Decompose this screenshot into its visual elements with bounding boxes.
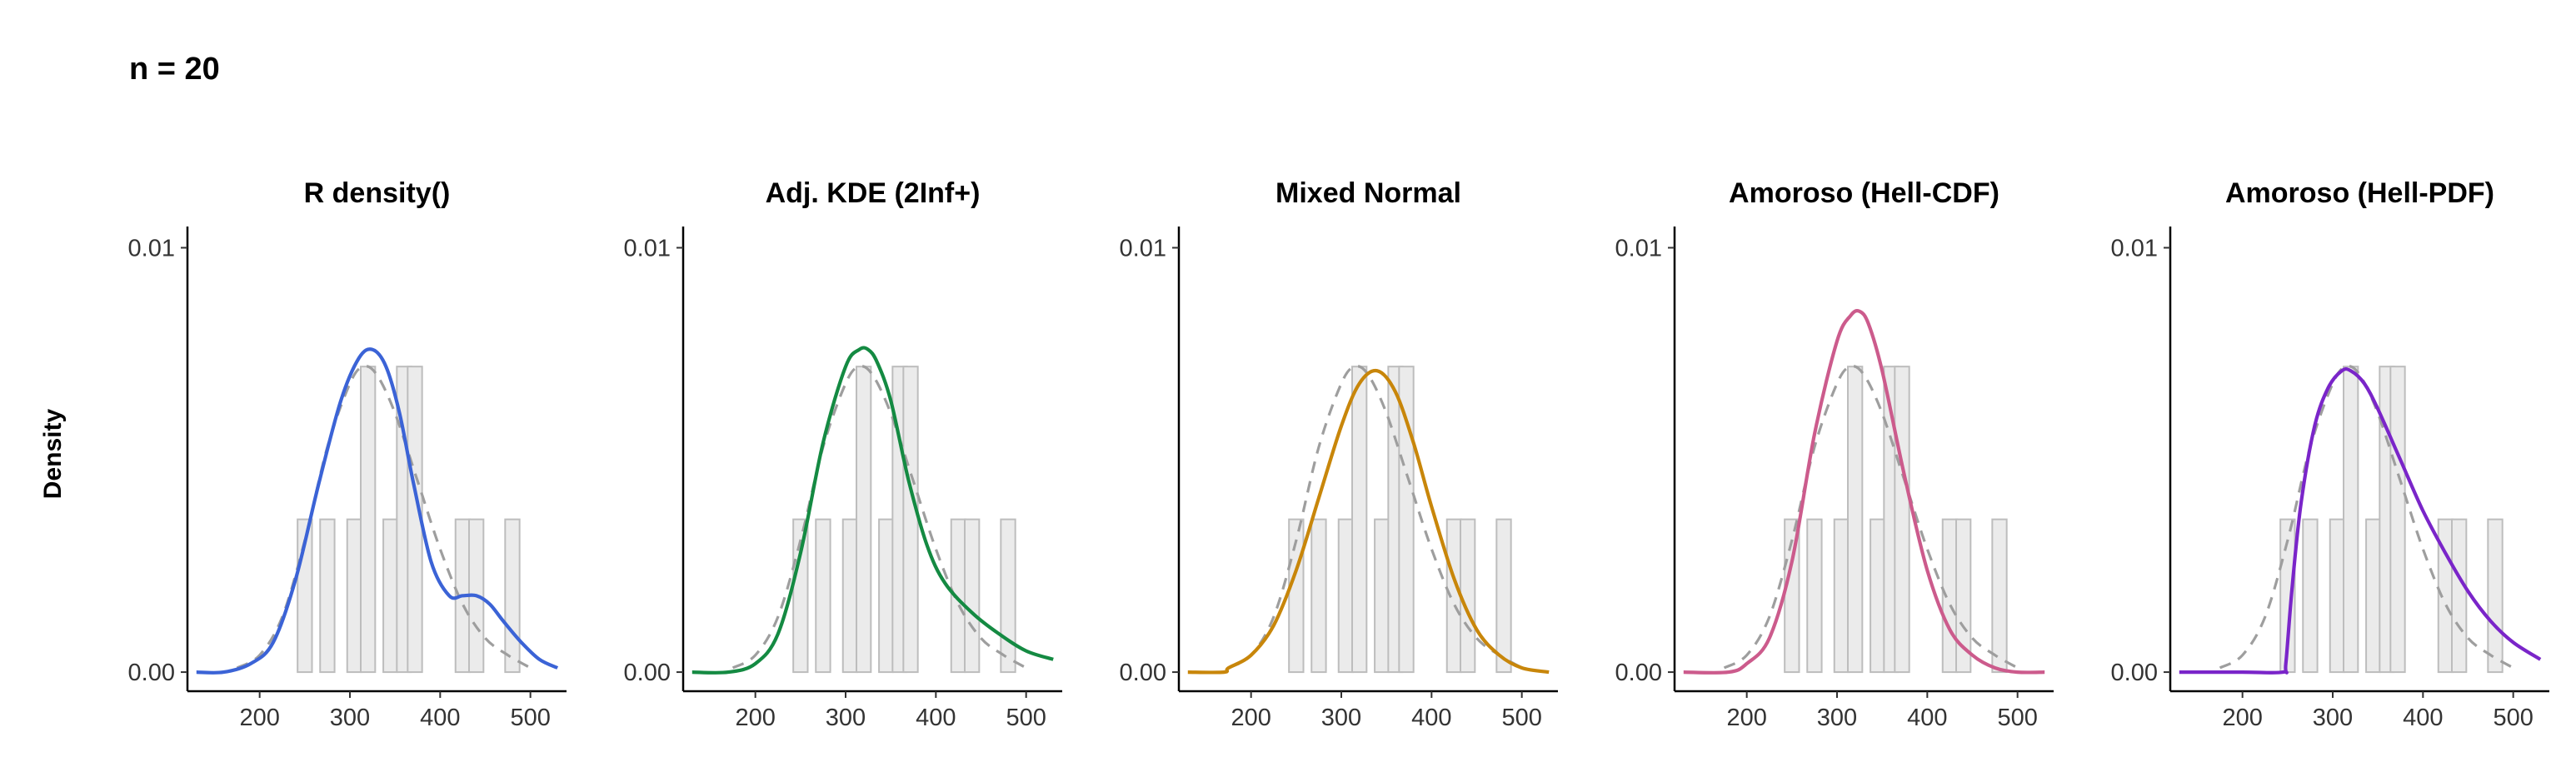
- x-tick-label: 300: [1321, 705, 1361, 731]
- x-tick-label: 500: [1501, 705, 1541, 731]
- estimate-density-curve: [1683, 309, 2045, 675]
- histogram-bar: [1310, 518, 1327, 674]
- y-tick-label: 0.00: [1615, 660, 1662, 686]
- histogram-bar: [1833, 518, 1850, 674]
- estimate-density-curve: [2179, 366, 2542, 675]
- histogram-bar: [1870, 518, 1886, 674]
- x-tick-label: 200: [735, 705, 775, 731]
- x-tick-label: 500: [1997, 705, 2037, 731]
- estimate-density-curve: [196, 347, 559, 675]
- reference-density-curve: [2219, 365, 2514, 670]
- x-tick-label: 500: [510, 705, 550, 731]
- histogram-bar: [2365, 518, 2382, 674]
- histogram-bar: [964, 518, 981, 674]
- panel-2: Adj. KDE (2Inf+) 200 300 400 500 0.00 0.01: [624, 177, 1062, 731]
- x-tick-label: 200: [2222, 705, 2262, 731]
- reference-density-curve: [731, 365, 1027, 670]
- y-tick-label: 0.00: [128, 660, 175, 686]
- x-tick-label: 200: [239, 705, 279, 731]
- x-tick-label: 400: [916, 705, 956, 731]
- x-tick-label: 200: [1726, 705, 1766, 731]
- panel-title: Amoroso (Hell-PDF): [2225, 177, 2494, 209]
- x-tick-label: 400: [420, 705, 460, 731]
- histogram-bar: [360, 366, 377, 674]
- y-tick-label: 0.01: [2111, 235, 2158, 261]
- histogram-bar: [2302, 518, 2319, 674]
- histogram-bar: [1374, 518, 1390, 674]
- x-tick-label: 400: [1907, 705, 1947, 731]
- y-tick-label: 0.00: [2111, 660, 2158, 686]
- histogram-bar: [1495, 518, 1512, 674]
- histogram-bar: [1460, 518, 1476, 674]
- histogram-bar: [815, 518, 831, 674]
- histogram-bar: [2451, 518, 2468, 674]
- y-tick-label: 0.01: [1615, 235, 1662, 261]
- estimate-density-curve: [691, 346, 1054, 675]
- x-tick-label: 300: [2313, 705, 2353, 731]
- y-tick-label: 0.01: [128, 235, 175, 261]
- histogram-bar: [878, 518, 895, 674]
- reference-density-curve: [1227, 365, 1523, 670]
- y-tick-label: 0.00: [624, 660, 671, 686]
- histogram-bar: [1991, 518, 2008, 674]
- histogram-bar: [1398, 366, 1415, 674]
- histogram-bar: [1351, 366, 1368, 674]
- x-tick-label: 400: [1411, 705, 1451, 731]
- estimate-density-curve: [1187, 368, 1550, 675]
- panel-title: Adj. KDE (2Inf+): [766, 177, 981, 209]
- panel-title: Amoroso (Hell-CDF): [1729, 177, 1999, 209]
- panel-3: Mixed Normal 200 300 400 500 0.00 0.01: [1120, 177, 1558, 731]
- x-tick-label: 300: [826, 705, 866, 731]
- x-tick-label: 200: [1231, 705, 1271, 731]
- histogram-bar: [2329, 518, 2346, 674]
- histogram-bar: [346, 518, 363, 674]
- histogram-bar: [2487, 518, 2504, 674]
- panel-5: Amoroso (Hell-PDF) 200 300 400 500 0.00 0.01: [2111, 177, 2549, 731]
- histogram-bar: [382, 518, 399, 674]
- histogram-bar: [2389, 366, 2406, 674]
- figure-title: n = 20: [129, 52, 220, 87]
- y-tick-label: 0.00: [1120, 660, 1166, 686]
- panel-4: Amoroso (Hell-CDF) 200 300 400 500 0.00 0.01: [1615, 177, 2054, 731]
- histogram-bar: [1955, 518, 1972, 674]
- histogram-bar: [319, 518, 336, 674]
- histogram-bar: [856, 366, 872, 674]
- histogram-bar: [1337, 518, 1355, 674]
- x-tick-label: 400: [2403, 705, 2443, 731]
- histogram-bar: [792, 518, 809, 674]
- histogram-bar: [1806, 518, 1823, 674]
- histogram-bar: [902, 366, 919, 674]
- panel-title: Mixed Normal: [1276, 177, 1461, 209]
- panel-title: R density(): [304, 177, 451, 209]
- x-tick-label: 300: [1817, 705, 1857, 731]
- panel-1: R density() 200 300 400 500 0.00 0.01: [128, 177, 567, 731]
- x-tick-label: 500: [2493, 705, 2533, 731]
- histogram-bar: [504, 518, 521, 674]
- y-tick-label: 0.01: [624, 235, 671, 261]
- histogram-bar: [841, 518, 859, 674]
- histogram-bar: [1847, 366, 1864, 674]
- x-tick-label: 300: [330, 705, 370, 731]
- histogram-bar: [1000, 518, 1016, 674]
- y-tick-label: 0.01: [1120, 235, 1166, 261]
- histogram-bar: [2343, 366, 2359, 674]
- histogram-bar: [1894, 366, 1910, 674]
- reference-density-curve: [1723, 365, 2019, 670]
- x-tick-label: 500: [1006, 705, 1046, 731]
